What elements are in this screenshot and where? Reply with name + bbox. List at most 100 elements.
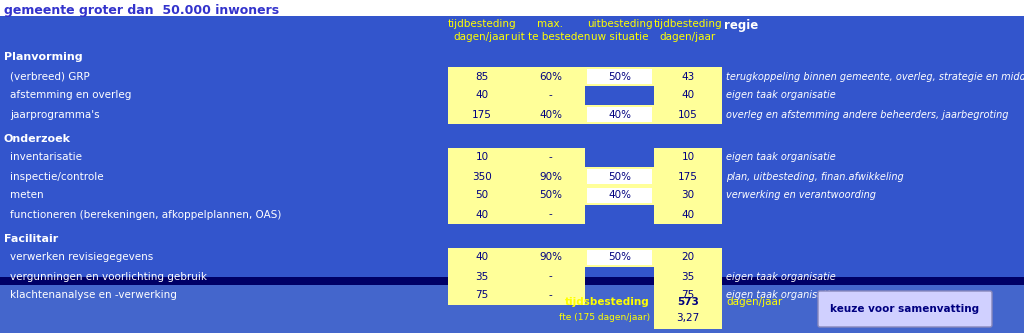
- Text: tijdsbesteding: tijdsbesteding: [565, 297, 650, 307]
- Text: max.: max.: [538, 19, 563, 29]
- Text: dagen/jaar: dagen/jaar: [659, 32, 716, 42]
- Text: 573: 573: [677, 297, 699, 307]
- Bar: [0, 277, 1024, 285]
- Text: Facilitair: Facilitair: [4, 233, 58, 243]
- Text: uit te besteden: uit te besteden: [511, 32, 590, 42]
- Text: 10: 10: [681, 153, 694, 163]
- Bar: [654, 289, 722, 329]
- Bar: [654, 267, 722, 286]
- Text: 40: 40: [681, 91, 694, 101]
- Text: 60%: 60%: [539, 72, 562, 82]
- Text: 35: 35: [475, 271, 488, 281]
- Bar: [654, 248, 722, 267]
- Text: 105: 105: [678, 110, 698, 120]
- Bar: [516, 205, 585, 224]
- Bar: [449, 205, 516, 224]
- Bar: [654, 205, 722, 224]
- Bar: [516, 286, 585, 305]
- Text: regie: regie: [724, 19, 758, 32]
- Text: functioneren (berekeningen, afkoppelplannen, OAS): functioneren (berekeningen, afkoppelplan…: [10, 209, 282, 219]
- Text: 40: 40: [681, 209, 694, 219]
- Bar: [516, 148, 585, 167]
- Bar: [587, 107, 652, 122]
- Text: 40%: 40%: [608, 110, 631, 120]
- Bar: [449, 86, 516, 105]
- Bar: [654, 167, 722, 186]
- Text: 43: 43: [681, 72, 694, 82]
- Text: plan, uitbesteding, finan.afwikkeling: plan, uitbesteding, finan.afwikkeling: [726, 171, 904, 181]
- Text: inspectie/controle: inspectie/controle: [10, 171, 103, 181]
- Text: Planvorming: Planvorming: [4, 53, 83, 63]
- Bar: [516, 105, 585, 124]
- Bar: [654, 67, 722, 86]
- Bar: [587, 188, 652, 203]
- Bar: [654, 86, 722, 105]
- Bar: [516, 186, 585, 205]
- Bar: [0, 0, 1024, 16]
- Text: meten: meten: [10, 190, 44, 200]
- Bar: [654, 148, 722, 167]
- Bar: [449, 148, 516, 167]
- Text: overleg en afstemming andere beheerders, jaarbegroting: overleg en afstemming andere beheerders,…: [726, 110, 1009, 120]
- Bar: [449, 186, 516, 205]
- Text: Onderzoek: Onderzoek: [4, 134, 71, 144]
- Text: (verbreed) GRP: (verbreed) GRP: [10, 72, 90, 82]
- Text: afstemming en overleg: afstemming en overleg: [10, 91, 131, 101]
- Text: 20: 20: [681, 252, 694, 262]
- Text: 350: 350: [472, 171, 492, 181]
- Text: 75: 75: [475, 290, 488, 300]
- Text: klachtenanalyse en -verwerking: klachtenanalyse en -verwerking: [10, 290, 177, 300]
- Bar: [516, 67, 585, 86]
- Text: dagen/jaar: dagen/jaar: [454, 32, 510, 42]
- Text: vergunningen en voorlichting gebruik: vergunningen en voorlichting gebruik: [10, 271, 207, 281]
- Text: tijdbesteding: tijdbesteding: [447, 19, 516, 29]
- Bar: [585, 167, 654, 186]
- Bar: [449, 286, 516, 305]
- Bar: [587, 69, 652, 84]
- Text: jaarprogramma's: jaarprogramma's: [10, 110, 99, 120]
- Text: 85: 85: [475, 72, 488, 82]
- Text: 10: 10: [475, 153, 488, 163]
- Text: gemeente groter dan  50.000 inwoners: gemeente groter dan 50.000 inwoners: [4, 4, 280, 17]
- Text: tijdbesteding: tijdbesteding: [653, 19, 722, 29]
- Text: -: -: [549, 209, 552, 219]
- Text: eigen taak organisatie: eigen taak organisatie: [726, 91, 836, 101]
- Bar: [654, 286, 722, 305]
- Text: 75: 75: [681, 290, 694, 300]
- Text: 90%: 90%: [539, 252, 562, 262]
- Bar: [516, 86, 585, 105]
- Bar: [449, 67, 516, 86]
- Text: 40%: 40%: [608, 190, 631, 200]
- Text: verwerking en verantwoording: verwerking en verantwoording: [726, 190, 876, 200]
- Bar: [587, 169, 652, 184]
- Bar: [587, 250, 652, 265]
- Text: 50: 50: [475, 190, 488, 200]
- Text: 50%: 50%: [539, 190, 562, 200]
- Bar: [516, 167, 585, 186]
- Text: eigen taak organisatie: eigen taak organisatie: [726, 271, 836, 281]
- Text: uitbesteding: uitbesteding: [587, 19, 652, 29]
- Text: 50%: 50%: [608, 252, 631, 262]
- Bar: [449, 105, 516, 124]
- Text: 35: 35: [681, 271, 694, 281]
- Text: 30: 30: [681, 190, 694, 200]
- Text: eigen taak organisatie: eigen taak organisatie: [726, 153, 836, 163]
- Bar: [449, 248, 516, 267]
- Bar: [516, 267, 585, 286]
- Text: uw situatie: uw situatie: [591, 32, 648, 42]
- Bar: [585, 248, 654, 267]
- Text: 90%: 90%: [539, 171, 562, 181]
- Text: -: -: [549, 153, 552, 163]
- Text: 50%: 50%: [608, 171, 631, 181]
- Bar: [585, 67, 654, 86]
- Bar: [0, 285, 1024, 333]
- Text: terugkoppeling binnen gemeente, overleg, strategie en middelen: terugkoppeling binnen gemeente, overleg,…: [726, 72, 1024, 82]
- Bar: [654, 105, 722, 124]
- Text: 50%: 50%: [608, 72, 631, 82]
- FancyBboxPatch shape: [818, 291, 992, 327]
- Bar: [585, 105, 654, 124]
- Bar: [449, 167, 516, 186]
- Bar: [0, 16, 1024, 277]
- Text: 40: 40: [475, 91, 488, 101]
- Bar: [585, 186, 654, 205]
